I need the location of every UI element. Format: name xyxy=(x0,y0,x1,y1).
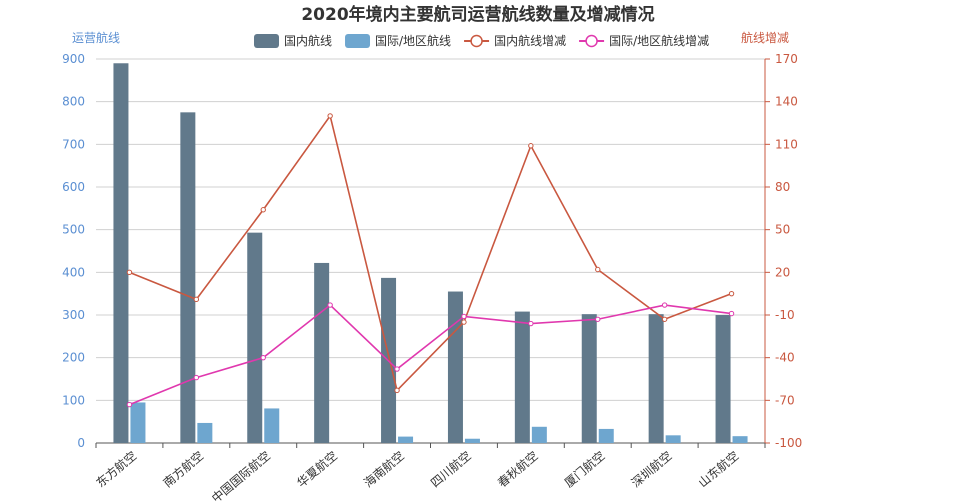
y-right-tick-label: 50 xyxy=(775,223,790,237)
bar xyxy=(398,436,414,443)
bar xyxy=(598,428,614,443)
legend-item[interactable]: 国内航线增减 xyxy=(464,33,566,48)
bar xyxy=(314,262,330,443)
y-left-tick-label: 100 xyxy=(62,393,85,407)
legend-marker xyxy=(585,34,598,48)
series-line xyxy=(129,114,732,392)
legend: 国内航线 国际/地区航线 国内航线增减 国际/地区航线增减 xyxy=(254,33,709,48)
x-tick-label: 华夏航空 xyxy=(294,448,340,490)
line-point xyxy=(394,366,400,372)
line-point xyxy=(595,316,601,322)
legend-item[interactable]: 国内航线 xyxy=(254,33,332,48)
y-left-tick-label: 900 xyxy=(62,52,85,66)
legend-item[interactable]: 国际/地区航线 xyxy=(345,33,451,48)
legend-label: 国内航线 xyxy=(284,33,332,48)
line-point xyxy=(461,319,467,325)
bar xyxy=(447,291,463,443)
y-right-axis-title: 航线增减 xyxy=(741,30,789,45)
y-right-tick-label: -40 xyxy=(775,351,795,365)
bar xyxy=(264,408,280,443)
bar xyxy=(531,426,547,443)
y-left-tick-label: 300 xyxy=(62,308,85,322)
line-point xyxy=(193,296,200,303)
y-right-tick-label: 170 xyxy=(775,52,798,66)
line-point xyxy=(260,207,266,213)
x-tick-label: 中国国际航空 xyxy=(208,448,273,504)
y-right-tick-label: 140 xyxy=(775,95,798,109)
line-point xyxy=(728,290,735,297)
legend-label: 国际/地区航线 xyxy=(375,33,451,48)
line-point xyxy=(661,316,668,322)
bar xyxy=(732,436,748,443)
line-point xyxy=(327,302,333,308)
y-left-tick-label: 400 xyxy=(62,265,85,279)
x-tick-label: 东方航空 xyxy=(93,448,139,490)
y-right-tick-label: -100 xyxy=(775,436,802,450)
x-tick-label: 山东航空 xyxy=(695,448,741,490)
legend-swatch xyxy=(345,34,371,48)
y-left-tick-label: 500 xyxy=(62,223,85,237)
line-point xyxy=(126,269,133,276)
axes: 0 100 200 300 400 500 600 700 800 900 -100 -70 -40 -1… xyxy=(62,52,802,504)
bar xyxy=(581,314,597,443)
y-left-tick-label: 600 xyxy=(62,180,85,194)
x-tick-label: 厦门航空 xyxy=(561,448,607,490)
lines xyxy=(126,113,735,408)
bar xyxy=(113,63,129,444)
line-point xyxy=(528,320,534,327)
y-left-axis-title: 运营航线 xyxy=(72,30,120,45)
y-left-tick-label: 200 xyxy=(62,351,85,365)
x-tick-label: 四川航空 xyxy=(427,448,473,490)
bar xyxy=(464,438,480,443)
bar xyxy=(247,232,263,443)
y-left-tick-label: 700 xyxy=(62,137,85,151)
bar xyxy=(130,402,146,443)
line-point xyxy=(394,387,400,394)
line-point xyxy=(327,113,333,119)
line-point xyxy=(260,354,266,361)
grid-lines xyxy=(96,58,765,401)
bar xyxy=(180,112,196,443)
legend-label: 国内航线增减 xyxy=(494,33,566,48)
bar xyxy=(665,435,681,443)
legend-marker xyxy=(470,34,483,48)
line-point xyxy=(126,401,133,408)
legend-label: 国际/地区航线增减 xyxy=(609,33,709,48)
y-right-tick-label: 110 xyxy=(775,137,798,151)
bar xyxy=(514,311,530,443)
legend-item[interactable]: 国际/地区航线增减 xyxy=(579,33,709,48)
bar xyxy=(715,315,731,443)
line-point xyxy=(661,302,668,308)
x-tick-label: 深圳航空 xyxy=(628,448,674,490)
y-right-tick-label: -10 xyxy=(775,308,795,322)
chart-title: 2020年境内主要航司运营航线数量及增减情况 xyxy=(301,4,654,25)
series-line xyxy=(129,303,732,406)
line-point xyxy=(193,374,200,381)
y-right-tick-label: -70 xyxy=(775,393,795,407)
line-point xyxy=(461,313,467,320)
bar xyxy=(648,314,664,443)
x-tick-label: 海南航空 xyxy=(361,448,407,490)
y-left-tick-label: 800 xyxy=(62,95,85,109)
y-right-tick-label: 80 xyxy=(775,180,790,194)
y-right-tick-label: 20 xyxy=(775,265,790,279)
y-left-tick-label: 0 xyxy=(77,436,85,450)
x-tick-label: 南方航空 xyxy=(160,448,206,490)
line-point xyxy=(595,266,601,273)
legend-swatch xyxy=(254,34,279,48)
x-tick-label: 春秋航空 xyxy=(494,448,540,490)
bar xyxy=(197,422,213,443)
line-point xyxy=(528,143,534,149)
bars xyxy=(113,63,748,444)
line-point xyxy=(728,310,735,317)
